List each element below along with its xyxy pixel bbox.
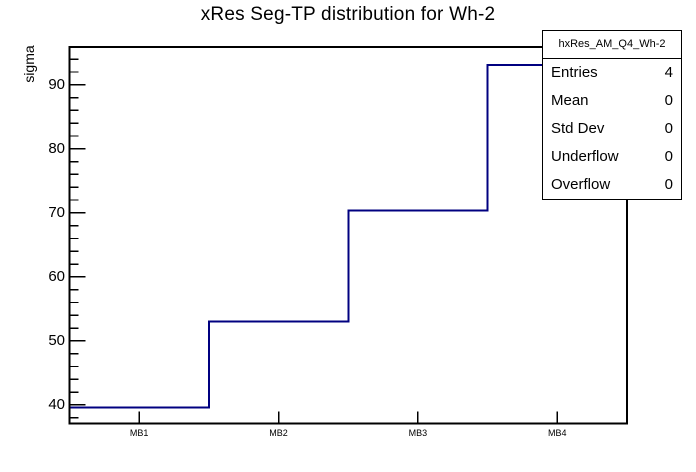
stats-row: Overflow 0 — [543, 171, 681, 199]
stats-box: hxRes_AM_Q4_Wh-2 Entries 4 Mean 0 Std Dev 0 Un… — [542, 30, 682, 200]
stats-row: Std Dev 0 — [543, 115, 681, 143]
stats-row-value: 0 — [664, 120, 673, 137]
stats-row-label: Overflow — [551, 176, 611, 193]
y-tick-label: 60 — [48, 268, 65, 286]
stats-row: Mean 0 — [543, 87, 681, 115]
stats-row-value: 0 — [664, 148, 673, 165]
stats-box-title: hxRes_AM_Q4_Wh-2 — [543, 31, 681, 59]
y-tick-label: 40 — [48, 396, 65, 414]
x-tick-label: MB2 — [269, 428, 288, 438]
y-tick-label: 70 — [48, 204, 65, 222]
stats-row-label: Underflow — [551, 148, 619, 165]
stats-row: Underflow 0 — [543, 143, 681, 171]
x-tick-label: MB4 — [548, 428, 567, 438]
stats-row-value: 4 — [664, 64, 673, 81]
stats-row-value: 0 — [664, 92, 673, 109]
y-tick-label: 80 — [48, 140, 65, 158]
stats-row-label: Mean — [551, 92, 589, 109]
plot-frame — [68, 46, 628, 425]
chart-title: xRes Seg-TP distribution for Wh-2 — [200, 4, 496, 25]
x-tick-label: MB1 — [129, 428, 149, 438]
stats-box-rows: Entries 4 Mean 0 Std Dev 0 Underflow 0 Overflow 0 — [543, 59, 681, 199]
stats-row-label: Entries — [551, 64, 598, 81]
axis-ticks — [69, 58, 558, 424]
stats-row-value: 0 — [664, 176, 673, 193]
stats-row: Entries 4 — [543, 59, 681, 87]
y-tick-label: 50 — [48, 332, 65, 350]
y-tick-label: 90 — [48, 76, 65, 94]
x-tick-label: MB3 — [408, 428, 428, 438]
stats-row-label: Std Dev — [551, 120, 605, 137]
